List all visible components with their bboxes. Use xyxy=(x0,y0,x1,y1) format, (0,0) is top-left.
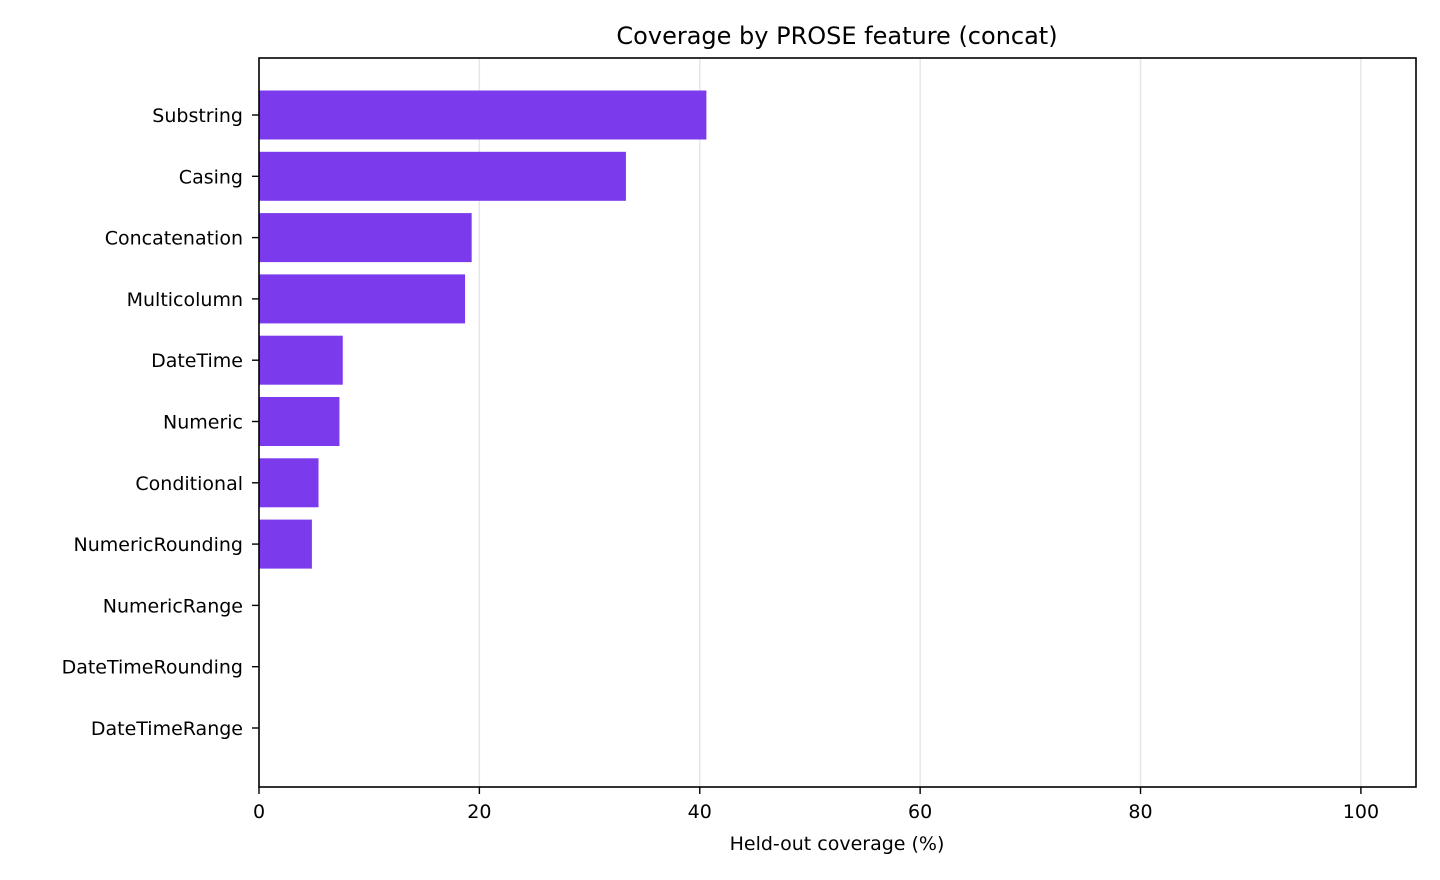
y-tick-label: DateTime xyxy=(151,350,243,372)
bar-substring xyxy=(259,90,707,140)
x-tick-label: 40 xyxy=(688,801,712,823)
x-tick-label: 100 xyxy=(1343,801,1379,823)
x-axis-label: Held-out coverage (%) xyxy=(730,833,945,855)
y-tick-label: NumericRounding xyxy=(74,534,244,556)
y-tick-label: NumericRange xyxy=(103,595,243,617)
y-axis: Substring Casing Concatenation Multicolumn D… xyxy=(62,105,259,740)
bar-casing xyxy=(259,151,626,201)
bar-multicolumn xyxy=(259,274,466,324)
bar-concatenation xyxy=(259,213,472,263)
y-tick-label: Multicolumn xyxy=(127,289,243,311)
bar-conditional xyxy=(259,458,319,508)
y-tick-label: Substring xyxy=(152,105,243,127)
bar-numeric xyxy=(259,397,340,446)
bar-datetime xyxy=(259,335,343,385)
chart-title: Coverage by PROSE feature (concat) xyxy=(616,22,1057,50)
y-tick-label: DateTimeRounding xyxy=(62,657,243,679)
bar-numericrounding xyxy=(259,519,312,569)
y-tick-label: Concatenation xyxy=(105,228,243,250)
y-tick-label: Numeric xyxy=(163,412,243,434)
x-tick-label: 20 xyxy=(467,801,491,823)
x-axis: 0 20 40 60 80 100 xyxy=(253,787,1379,823)
y-tick-label: Conditional xyxy=(135,473,243,495)
x-tick-label: 60 xyxy=(908,801,932,823)
x-tick-label: 0 xyxy=(253,801,265,823)
x-tick-label: 80 xyxy=(1128,801,1152,823)
grid-lines xyxy=(478,58,1362,787)
plot-frame xyxy=(258,57,1417,788)
y-tick-label: DateTimeRange xyxy=(91,718,243,740)
y-tick-label: Casing xyxy=(179,166,243,188)
bars xyxy=(259,90,707,569)
